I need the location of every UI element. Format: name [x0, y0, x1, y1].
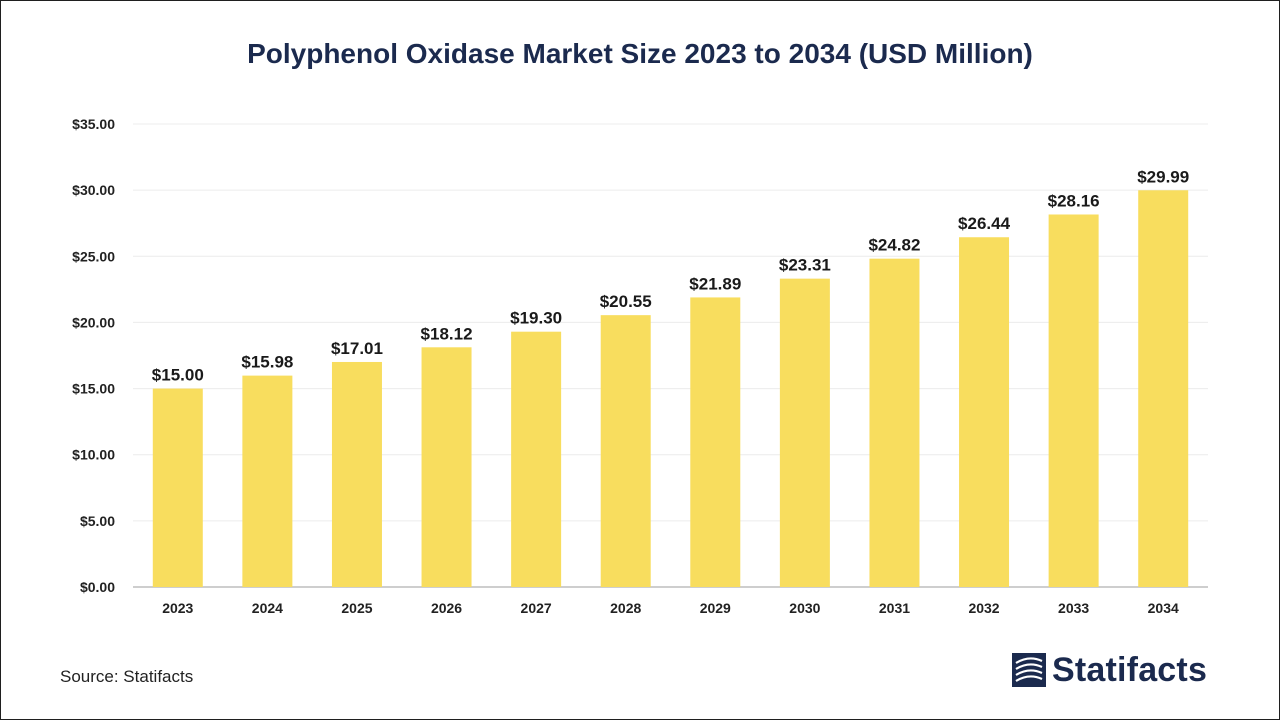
x-tick-label: 2027: [521, 600, 552, 616]
statifacts-logo-text: Statifacts: [1052, 650, 1208, 689]
data-labels: $15.00 $15.98 $17.01 $18.12 $19.30 $20.55 $21.…: [152, 167, 1189, 384]
bar-2029: [690, 297, 741, 587]
y-tick-label: $15.00: [72, 381, 115, 397]
y-tick-label: $0.00: [80, 579, 115, 595]
y-tick-label: $20.00: [72, 314, 115, 330]
bars: [152, 190, 1189, 587]
x-tick-label: 2028: [610, 600, 641, 616]
x-tick-label: 2031: [879, 600, 910, 616]
bar-2030: [779, 278, 830, 587]
y-tick-label: $25.00: [72, 248, 115, 264]
gridlines: [133, 123, 1208, 522]
source-note: Source: Statifacts: [60, 667, 194, 686]
data-label: $26.44: [958, 214, 1011, 233]
bar-2032: [959, 237, 1010, 587]
y-tick-label: $5.00: [80, 513, 115, 529]
x-tick-label: 2023: [162, 600, 193, 616]
data-label: $24.82: [868, 236, 920, 255]
data-label: $20.55: [600, 292, 652, 311]
bar-2031: [869, 258, 920, 587]
bar-2028: [600, 315, 651, 587]
data-label: $21.89: [689, 274, 741, 293]
bar-2027: [511, 331, 562, 587]
bar-2026: [421, 347, 472, 587]
data-label: $17.01: [331, 339, 383, 358]
x-tick-label: 2025: [341, 600, 372, 616]
x-tick-label: 2034: [1148, 600, 1179, 616]
statifacts-logo: Statifacts: [1012, 650, 1207, 690]
x-tick-label: 2033: [1058, 600, 1089, 616]
bar-2023: [152, 388, 203, 587]
data-label: $23.31: [779, 256, 831, 275]
bar-2025: [331, 361, 382, 587]
data-label: $18.12: [421, 324, 473, 343]
data-label: $15.98: [241, 353, 293, 372]
data-label: $29.99: [1137, 167, 1189, 186]
x-tick-label: 2029: [700, 600, 731, 616]
chart-title: Polyphenol Oxidase Market Size 2023 to 2…: [247, 38, 1033, 69]
bar-2033: [1048, 214, 1099, 587]
axes: $0.00 $5.00 $10.00 $15.00 $20.00 $25.00 $30.00…: [72, 116, 1208, 616]
x-tick-label: 2024: [252, 600, 283, 616]
data-label: $15.00: [152, 366, 204, 385]
x-tick-label: 2026: [431, 600, 462, 616]
y-tick-label: $10.00: [72, 447, 115, 463]
bar-2024: [242, 375, 293, 587]
data-label: $19.30: [510, 309, 562, 328]
x-tick-label: 2032: [968, 600, 999, 616]
statifacts-logo-icon: [1012, 653, 1046, 687]
bar-2034: [1138, 190, 1189, 587]
y-tick-label: $30.00: [72, 182, 115, 198]
y-tick-label: $35.00: [72, 116, 115, 132]
data-label: $28.16: [1048, 191, 1100, 210]
x-tick-label: 2030: [789, 600, 820, 616]
